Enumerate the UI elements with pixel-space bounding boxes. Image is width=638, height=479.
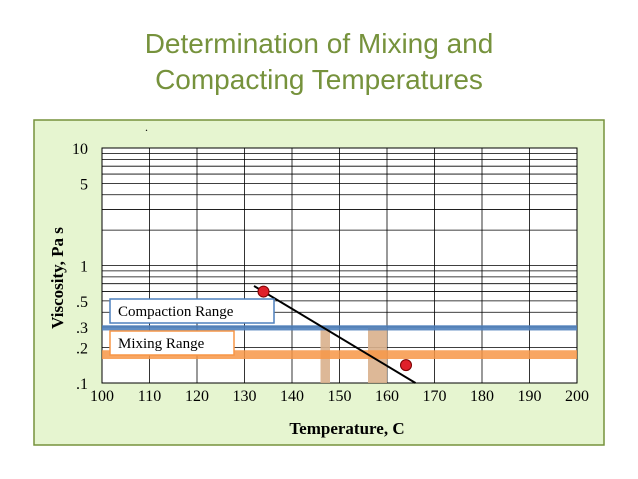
mixing-band <box>102 350 577 360</box>
slide-title-line-2: Compacting Temperatures <box>155 64 483 95</box>
x-tick-label: 130 <box>233 388 257 405</box>
x-tick-label: 140 <box>280 388 304 405</box>
data-point <box>257 285 270 298</box>
y-tick-label: 10 <box>72 141 88 158</box>
x-tick-label: 110 <box>138 388 161 405</box>
y-tick-label: .5 <box>76 294 88 311</box>
x-tick-label: 100 <box>90 388 114 405</box>
mixing-range-label: Mixing Range <box>118 336 205 352</box>
x-axis-label: Temperature, C <box>289 419 404 438</box>
dot-mark: . <box>145 120 148 134</box>
compaction-range-label-box <box>109 298 275 324</box>
y-tick-label: .1 <box>76 376 88 393</box>
y-tick-label: 1 <box>80 259 88 276</box>
x-tick-label: 120 <box>185 388 209 405</box>
compaction-band <box>102 325 577 331</box>
x-tick-label: 150 <box>328 388 352 405</box>
compaction-range-label: Compaction Range <box>118 304 234 320</box>
x-tick-label: 160 <box>375 388 399 405</box>
x-tick-label: 170 <box>423 388 447 405</box>
x-tick-label: 200 <box>565 388 589 405</box>
x-tick-label: 180 <box>470 388 494 405</box>
y-tick-label: 5 <box>80 176 88 193</box>
y-axis-label: Viscosity, Pa s <box>48 227 67 329</box>
viscosity-line <box>253 285 417 384</box>
y-tick-label: .2 <box>76 341 88 358</box>
mixing-range-label-box <box>109 330 235 356</box>
slide-title-line-1: Determination of Mixing and <box>144 28 494 59</box>
data-point <box>400 359 412 372</box>
y-tick-label: .3 <box>76 320 88 337</box>
x-tick-label: 190 <box>518 388 542 405</box>
